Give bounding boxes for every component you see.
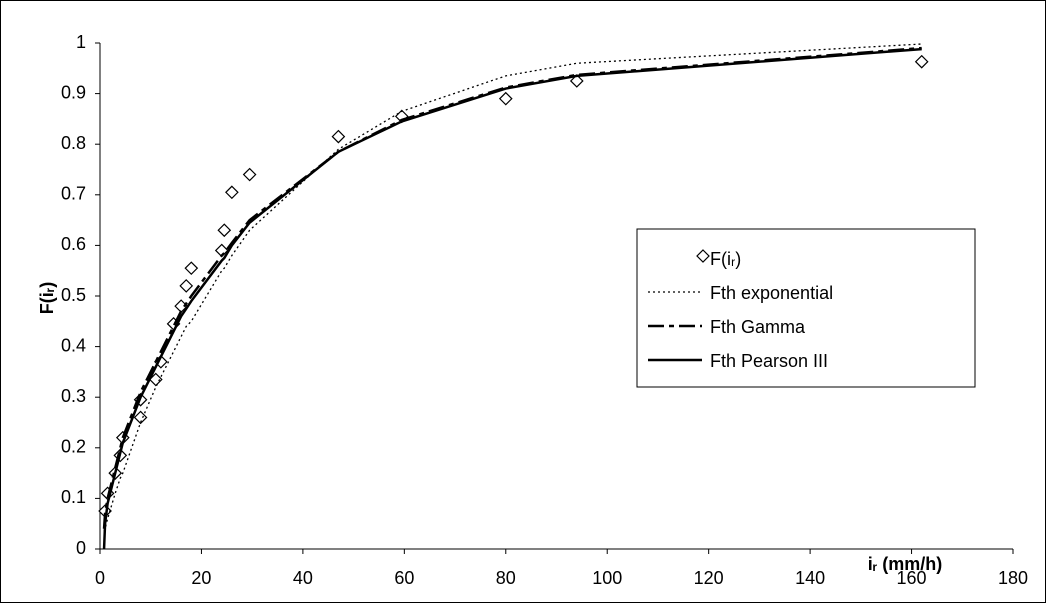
x-tick-label: 60 [394, 568, 414, 588]
data-point [133, 410, 148, 425]
y-tick-label: 0.8 [61, 133, 86, 153]
y-tick-label: 0.1 [61, 487, 86, 507]
x-tick-label: 180 [998, 568, 1028, 588]
data-point [217, 223, 232, 238]
series-line [103, 43, 922, 532]
data-point [225, 185, 239, 200]
legend-label: Fth exponential [710, 283, 833, 303]
data-point [914, 54, 929, 69]
data-point [331, 129, 346, 144]
y-tick-label: 0.7 [61, 184, 86, 204]
series-line [102, 47, 922, 550]
x-tick-label: 0 [95, 568, 105, 588]
legend-label: Fth Pearson III [710, 351, 828, 371]
y-tick-label: 0.9 [61, 82, 86, 102]
y-tick-label: 0.4 [61, 335, 86, 355]
y-tick-label: 0.6 [61, 234, 86, 254]
data-point [184, 261, 199, 276]
legend-label: F(iᵣ) [710, 249, 741, 269]
data-point [569, 74, 584, 88]
data-point [179, 279, 194, 293]
x-tick-label: 160 [897, 568, 927, 588]
y-axis-label: F(iᵣ) [37, 282, 57, 315]
x-tick-label: 120 [694, 568, 724, 588]
y-tick-label: 0.5 [61, 285, 86, 305]
data-point [242, 167, 257, 182]
x-tick-label: 80 [496, 568, 516, 588]
x-tick-label: 40 [293, 568, 313, 588]
x-tick-label: 140 [795, 568, 825, 588]
y-tick-label: 1 [76, 32, 86, 52]
x-tick-label: 100 [592, 568, 622, 588]
legend-marker [696, 249, 710, 263]
legend-label: Fth Gamma [710, 317, 806, 337]
x-tick-label: 20 [191, 568, 211, 588]
y-tick-label: 0.2 [61, 437, 86, 457]
x-axis-label: iᵣ (mm/h) [868, 554, 943, 574]
y-tick-label: 0 [76, 538, 86, 558]
y-tick-label: 0.3 [61, 386, 86, 406]
data-point [498, 91, 513, 106]
